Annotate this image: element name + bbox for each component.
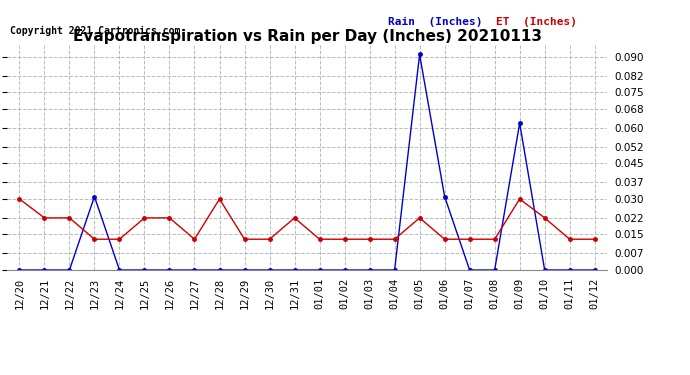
Rain  (Inches) xyxy=(290,268,299,272)
Rain  (Inches) xyxy=(566,268,574,272)
Rain  (Inches) xyxy=(190,268,199,272)
ET  (Inches) xyxy=(140,216,148,220)
ET  (Inches) xyxy=(440,237,449,242)
ET  (Inches) xyxy=(591,237,599,242)
ET  (Inches) xyxy=(40,216,48,220)
ET  (Inches) xyxy=(90,237,99,242)
ET  (Inches) xyxy=(115,237,124,242)
Rain  (Inches) xyxy=(415,52,424,57)
Rain  (Inches) xyxy=(491,268,499,272)
ET  (Inches) xyxy=(366,237,374,242)
Rain  (Inches) xyxy=(315,268,324,272)
ET  (Inches) xyxy=(240,237,248,242)
Rain  (Inches) xyxy=(140,268,148,272)
Text: Rain  (Inches): Rain (Inches) xyxy=(388,17,482,27)
ET  (Inches) xyxy=(15,197,23,201)
Title: Evapotranspiration vs Rain per Day (Inches) 20210113: Evapotranspiration vs Rain per Day (Inch… xyxy=(72,29,542,44)
Rain  (Inches) xyxy=(366,268,374,272)
Rain  (Inches) xyxy=(440,194,449,199)
Rain  (Inches) xyxy=(166,268,174,272)
Rain  (Inches) xyxy=(540,268,549,272)
ET  (Inches) xyxy=(466,237,474,242)
ET  (Inches) xyxy=(340,237,348,242)
Rain  (Inches) xyxy=(240,268,248,272)
ET  (Inches) xyxy=(515,197,524,201)
Rain  (Inches) xyxy=(40,268,48,272)
ET  (Inches) xyxy=(540,216,549,220)
Rain  (Inches) xyxy=(340,268,348,272)
ET  (Inches) xyxy=(391,237,399,242)
ET  (Inches) xyxy=(166,216,174,220)
ET  (Inches) xyxy=(266,237,274,242)
ET  (Inches) xyxy=(566,237,574,242)
Rain  (Inches) xyxy=(15,268,23,272)
ET  (Inches) xyxy=(190,237,199,242)
Line: ET  (Inches): ET (Inches) xyxy=(18,197,596,241)
Rain  (Inches) xyxy=(266,268,274,272)
Text: ET  (Inches): ET (Inches) xyxy=(496,17,577,27)
ET  (Inches) xyxy=(491,237,499,242)
ET  (Inches) xyxy=(66,216,74,220)
Rain  (Inches) xyxy=(115,268,124,272)
Rain  (Inches) xyxy=(591,268,599,272)
Text: Copyright 2021 Cartronics.com: Copyright 2021 Cartronics.com xyxy=(10,26,180,36)
Rain  (Inches) xyxy=(215,268,224,272)
Line: Rain  (Inches): Rain (Inches) xyxy=(18,53,596,272)
Rain  (Inches) xyxy=(391,268,399,272)
ET  (Inches) xyxy=(415,216,424,220)
Rain  (Inches) xyxy=(515,121,524,125)
ET  (Inches) xyxy=(215,197,224,201)
ET  (Inches) xyxy=(315,237,324,242)
Rain  (Inches) xyxy=(66,268,74,272)
Rain  (Inches) xyxy=(90,194,99,199)
Rain  (Inches) xyxy=(466,268,474,272)
ET  (Inches) xyxy=(290,216,299,220)
